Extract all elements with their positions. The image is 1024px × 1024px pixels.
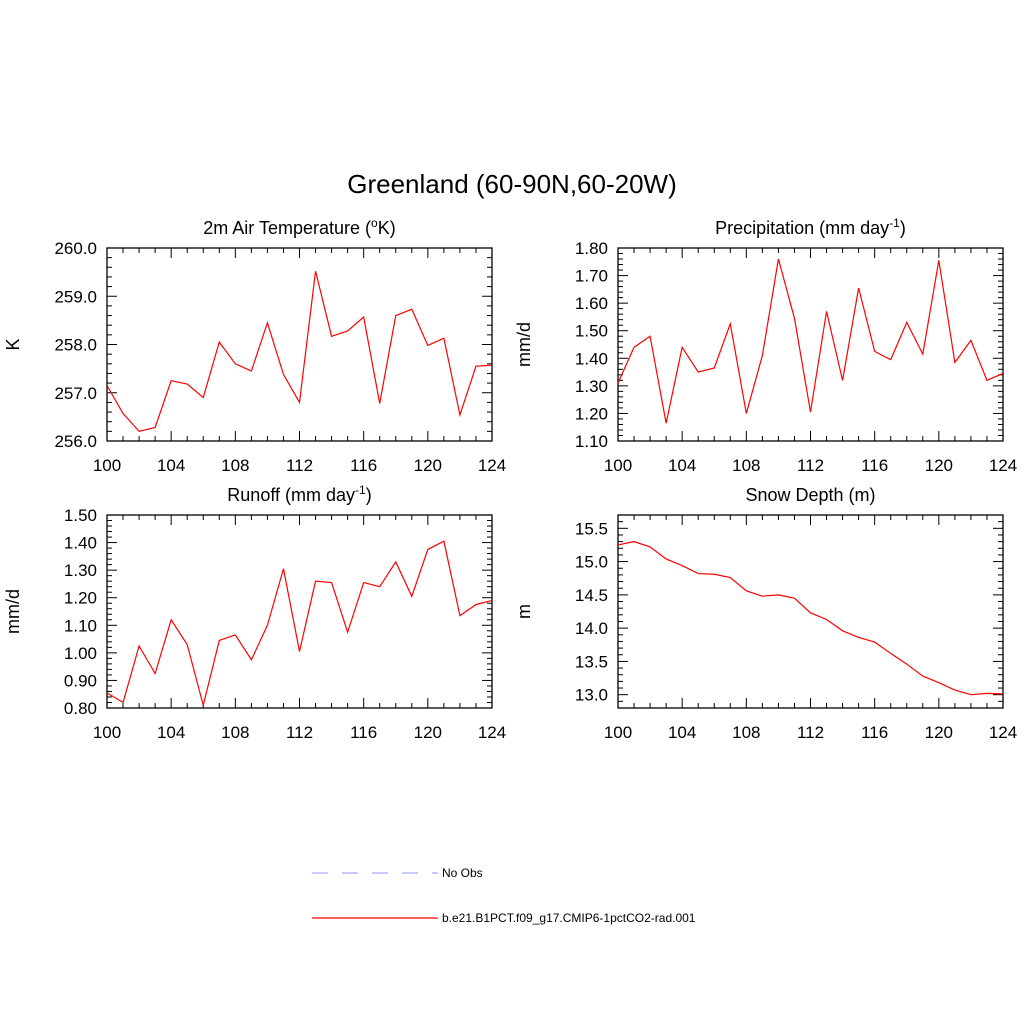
- snow-depth-ytick-label: 13.5: [575, 652, 608, 671]
- air-temperature-series-line: [106, 271, 493, 433]
- runoff-ytick-label: 1.00: [64, 644, 97, 663]
- air-temperature-ylabel: K: [3, 338, 23, 350]
- snow-depth-xtick-label: 124: [989, 723, 1017, 742]
- air-temperature-xtick-label: 112: [286, 456, 313, 475]
- air-temperature-ytick-label: 258.0: [54, 336, 97, 355]
- runoff-xtick-label: 104: [157, 723, 185, 742]
- runoff-title: Runoff (mm day-1): [227, 483, 371, 505]
- runoff-xtick-label: 100: [93, 723, 121, 742]
- legend-obs-label: No Obs: [442, 866, 483, 880]
- runoff-plot-frame: [106, 514, 493, 709]
- air-temperature-xtick-label: 100: [93, 456, 121, 475]
- runoff-ytick-label: 1.20: [64, 589, 97, 608]
- snow-depth-series-line: [617, 540, 1004, 696]
- legend: No Obs b.e21.B1PCT.f09_g17.CMIP6-1pctCO2…: [312, 866, 696, 925]
- runoff-xtick-label: 124: [478, 723, 506, 742]
- air-temperature-xtick-label: 120: [414, 456, 442, 475]
- runoff-xtick-label: 112: [286, 723, 313, 742]
- precipitation-xtick-label: 112: [797, 456, 824, 475]
- precipitation-xtick-label: 124: [989, 456, 1017, 475]
- air-temperature-xtick-label: 116: [350, 456, 377, 475]
- air-temperature-ytick-label: 257.0: [54, 384, 97, 403]
- air-temperature-xtick-label: 104: [157, 456, 185, 475]
- precipitation-ylabel: mm/d: [514, 322, 534, 367]
- precipitation-ytick-label: 1.30: [575, 377, 608, 396]
- air-temperature-ytick-label: 256.0: [54, 432, 97, 451]
- air-temperature-plot-frame: [106, 247, 493, 442]
- snow-depth-xtick-label: 116: [861, 723, 888, 742]
- snow-depth-xtick-label: 112: [797, 723, 824, 742]
- runoff-ytick-label: 0.90: [64, 671, 97, 690]
- panel-precipitation: Precipitation (mm day-1) mm/d 100 104 108 112…: [514, 216, 1017, 475]
- precipitation-xtick-label: 116: [861, 456, 888, 475]
- precipitation-xtick-label: 104: [668, 456, 696, 475]
- panel-air-temperature: 2m Air Temperature (oK) K 100 104 108 112 116 1…: [3, 216, 506, 475]
- snow-depth-plot-frame: [617, 514, 1004, 709]
- air-temperature-xtick-label: 108: [221, 456, 249, 475]
- precipitation-ytick-label: 1.80: [575, 239, 608, 258]
- snow-depth-ytick-label: 13.0: [575, 686, 608, 705]
- air-temperature-title: 2m Air Temperature (oK): [203, 216, 395, 238]
- snow-depth-ytick-label: 14.0: [575, 619, 608, 638]
- precipitation-ytick-label: 1.70: [575, 267, 608, 286]
- air-temperature-ytick-label: 259.0: [54, 287, 97, 306]
- figure-title: Greenland (60-90N,60-20W): [347, 169, 677, 199]
- precipitation-ytick-label: 1.60: [575, 294, 608, 313]
- runoff-xtick-label: 120: [414, 723, 442, 742]
- snow-depth-ytick-label: 14.5: [575, 586, 608, 605]
- snow-depth-title: Snow Depth (m): [745, 485, 875, 505]
- runoff-series-line: [106, 540, 493, 706]
- precipitation-ytick-label: 1.40: [575, 349, 608, 368]
- snow-depth-xtick-label: 108: [732, 723, 760, 742]
- precipitation-xtick-label: 108: [732, 456, 760, 475]
- runoff-ytick-label: 0.80: [64, 699, 97, 718]
- precipitation-ytick-label: 1.20: [575, 404, 608, 423]
- precipitation-title: Precipitation (mm day-1): [715, 216, 906, 238]
- legend-model-label: b.e21.B1PCT.f09_g17.CMIP6-1pctCO2-rad.00…: [442, 911, 696, 925]
- panel-runoff: Runoff (mm day-1) mm/d 100 104 108 112 116 120 1…: [3, 483, 506, 742]
- runoff-ytick-label: 1.50: [64, 506, 97, 525]
- runoff-ylabel: mm/d: [3, 589, 23, 634]
- precipitation-xtick-label: 120: [925, 456, 953, 475]
- snow-depth-ytick-label: 15.0: [575, 553, 608, 572]
- runoff-ytick-label: 1.10: [64, 616, 97, 635]
- runoff-xtick-label: 108: [221, 723, 249, 742]
- precipitation-xtick-label: 100: [604, 456, 632, 475]
- snow-depth-ylabel: m: [514, 604, 534, 619]
- runoff-ytick-label: 1.30: [64, 561, 97, 580]
- snow-depth-xtick-label: 100: [604, 723, 632, 742]
- air-temperature-ytick-label: 260.0: [54, 239, 97, 258]
- air-temperature-xtick-label: 124: [478, 456, 506, 475]
- precipitation-ytick-label: 1.50: [575, 322, 608, 341]
- precipitation-ytick-label: 1.10: [575, 432, 608, 451]
- snow-depth-xtick-label: 104: [668, 723, 696, 742]
- snow-depth-ytick-label: 15.5: [575, 519, 608, 538]
- snow-depth-xtick-label: 120: [925, 723, 953, 742]
- runoff-xtick-label: 116: [350, 723, 377, 742]
- runoff-ytick-label: 1.40: [64, 534, 97, 553]
- panel-snow-depth: Snow Depth (m) m 100 104 108 112 116 120 124 13.0…: [514, 485, 1017, 742]
- precipitation-series-line: [617, 258, 1004, 424]
